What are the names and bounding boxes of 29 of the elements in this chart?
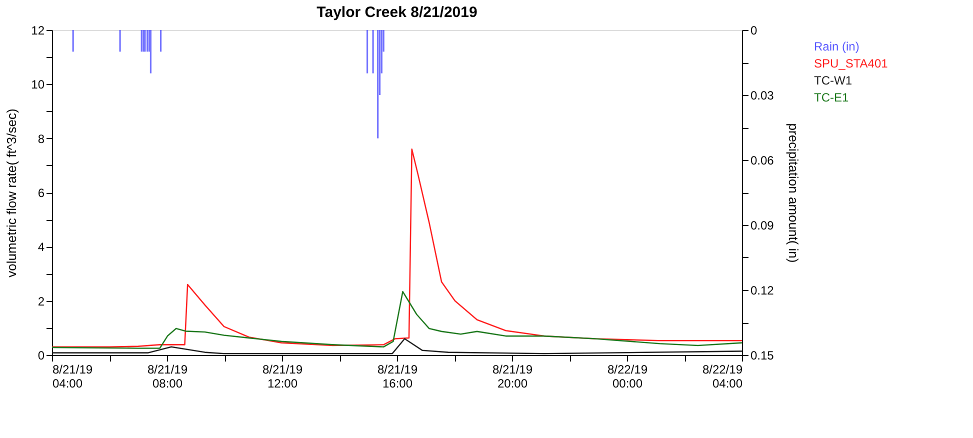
text: TC-W1 — [814, 74, 852, 88]
text: TC-E1 — [814, 90, 849, 104]
y2-tick-label: 0.03 — [750, 88, 774, 102]
text: Rain (in) — [814, 40, 860, 54]
y2-tick-label: 0.09 — [750, 218, 774, 232]
y-tick-label: 8 — [38, 132, 45, 146]
line-series — [51, 290, 743, 349]
text: SPU_STA401 — [814, 56, 888, 70]
x-tick-label: 8/22/19 00:00 — [607, 362, 648, 390]
y-tick-label: 10 — [31, 78, 45, 92]
y-tick-label: 2 — [38, 294, 45, 308]
y2-tick-label: 0 — [750, 24, 758, 38]
chart-title: Taylor Creek 8/21/2019 — [316, 4, 478, 21]
y-tick-label: 0 — [38, 348, 45, 362]
x-tick-label: 8/21/19 16:00 — [377, 362, 418, 390]
x-tick-label: 8/21/19 20:00 — [492, 362, 533, 390]
y2-tick-label: 0.15 — [750, 348, 774, 362]
line-series — [51, 148, 743, 348]
y-tick-label: 6 — [38, 186, 45, 200]
x-tick-label: 8/21/19 12:00 — [262, 362, 303, 390]
x-tick-label: 8/22/19 04:00 — [702, 362, 743, 390]
y-tick-label: 4 — [38, 240, 45, 254]
x-tick-label: 8/21/19 08:00 — [147, 362, 188, 390]
y2-axis-title: precipitation amount( in) — [786, 123, 801, 263]
y2-tick-label: 0.12 — [750, 284, 774, 298]
y-tick-label: 12 — [31, 24, 45, 38]
y-axis-title: volumetric flow rate( ft^3/sec) — [4, 108, 20, 278]
x-tick-label: 8/21/19 04:00 — [52, 362, 93, 390]
y2-tick-label: 0.06 — [750, 154, 774, 168]
